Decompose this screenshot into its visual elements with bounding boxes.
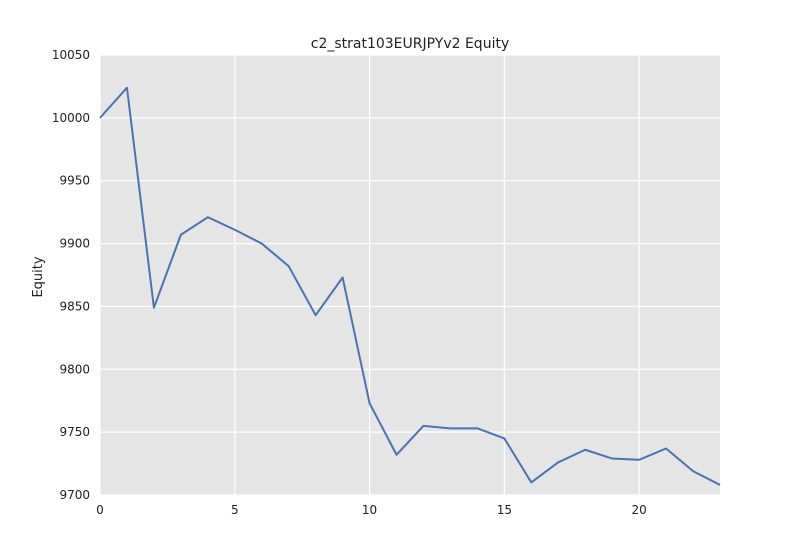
y-tick-label: 9850 [59,299,90,313]
y-tick-label: 9900 [59,237,90,251]
y-tick-label: 9700 [59,488,90,502]
equity-series-line [99,86,721,486]
y-tick-label: 9800 [59,362,90,376]
y-axis-label: Equity [31,256,46,297]
series-layer [99,86,721,486]
x-tick-label: 20 [631,503,646,517]
x-tick-label: 0 [96,503,104,517]
y-tick-label: 10050 [52,48,90,62]
y-tick-label: 9950 [59,174,90,188]
x-tick-labels: 0 5 10 15 20 [96,503,647,517]
y-tick-label: 9750 [59,425,90,439]
x-tick-label: 10 [362,503,377,517]
x-tick-label: 15 [497,503,512,517]
chart-title: c2_strat103EURJPYv2 Equity [311,36,509,52]
plot-area [100,55,720,495]
y-tick-label: 10000 [52,111,90,125]
grid-lines [99,54,720,496]
y-tick-labels: 9700 9750 9800 9850 9900 9950 10000 10050 [52,48,90,502]
x-tick-label: 5 [231,503,239,517]
